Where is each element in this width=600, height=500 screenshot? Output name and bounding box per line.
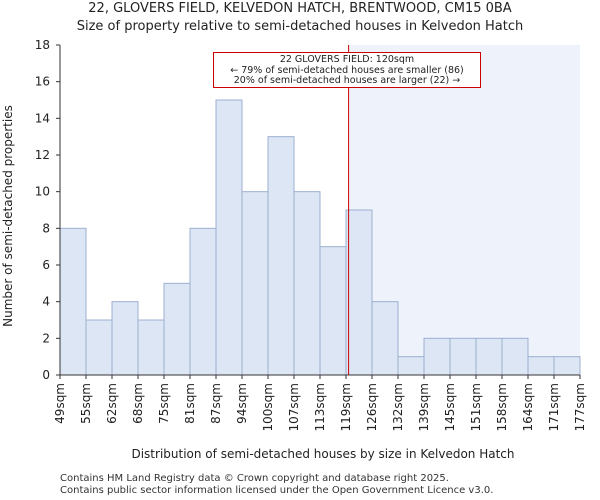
x-tick-label: 100sqm [261,383,275,431]
y-tick-label: 2 [42,331,50,345]
property-annotation: 22 GLOVERS FIELD: 120sqm ← 79% of semi-d… [213,52,481,88]
histogram-bar [189,227,217,376]
y-tick-label: 0 [42,368,50,382]
x-tick-label: 145sqm [443,383,457,431]
histogram-bar [397,356,425,376]
histogram-bar [449,337,477,376]
x-tick-label: 139sqm [417,383,431,431]
y-tick-label: 6 [42,258,50,272]
annotation-title: 22 GLOVERS FIELD: 120sqm [279,54,415,65]
histogram-bar [345,209,373,376]
y-tick-label: 4 [42,295,50,309]
annotation-larger: 20% of semi-detached houses are larger (… [233,75,461,86]
histogram-bar [59,227,87,376]
histogram-bar [137,319,165,376]
x-tick-label: 94sqm [235,383,249,424]
y-tick-label: 8 [42,221,50,235]
histogram-bar [319,246,347,376]
x-tick-label: 113sqm [313,383,327,431]
x-tick-label: 132sqm [391,383,405,431]
y-axis-label: Number of semi-detached properties [1,105,15,327]
footer-licence: Contains public sector information licen… [60,485,494,496]
x-tick-label: 75sqm [157,383,171,424]
histogram-bar [371,301,399,376]
x-tick-label: 151sqm [469,383,483,431]
x-tick-label: 107sqm [287,383,301,431]
y-tick-label: 10 [35,185,50,199]
histogram-bar [111,301,139,376]
histogram-bar [423,337,451,376]
histogram-bar [553,356,581,376]
histogram-bar [293,191,321,376]
histogram-bar [241,191,269,376]
chart-title: 22, GLOVERS FIELD, KELVEDON HATCH, BRENT… [88,1,512,16]
y-tick-label: 14 [35,111,50,125]
x-tick-label: 126sqm [365,383,379,431]
x-tick-label: 81sqm [183,383,197,424]
x-axis-label: Distribution of semi-detached houses by … [131,447,514,461]
x-tick-label: 119sqm [339,383,353,431]
x-tick-label: 158sqm [495,383,509,431]
histogram-bar [85,319,113,376]
x-tick-label: 164sqm [521,383,535,431]
x-tick-label: 171sqm [547,383,561,431]
x-tick-label: 177sqm [573,383,587,431]
histogram-bar [527,356,555,376]
y-tick-label: 18 [35,38,50,52]
histogram-bar [475,337,503,376]
x-tick-label: 55sqm [79,383,93,424]
x-tick-label: 49sqm [53,383,67,424]
chart-subtitle: Size of property relative to semi-detach… [76,19,524,34]
histogram-bar [267,136,295,376]
footer-copyright: Contains HM Land Registry data © Crown c… [60,473,449,484]
x-tick-label: 68sqm [131,383,145,424]
x-tick-label: 87sqm [209,383,223,424]
y-tick-label: 16 [35,75,50,89]
x-tick-label: 62sqm [105,383,119,424]
annotation-smaller: ← 79% of semi-detached houses are smalle… [230,64,464,76]
histogram-bar [215,99,243,376]
histogram-bar [163,282,191,376]
y-tick-label: 12 [35,148,50,162]
histogram-bar [501,337,529,376]
